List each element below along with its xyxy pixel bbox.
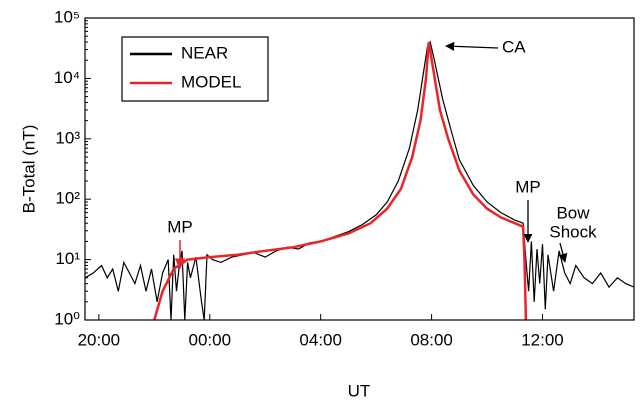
x-tick-label: 08:00 [410, 330, 453, 349]
x-tick-label: 00:00 [188, 330, 231, 349]
x-tick-label: 04:00 [299, 330, 342, 349]
annotation: Shock [549, 222, 597, 241]
x-axis-label: UT [348, 381, 371, 400]
data-line [153, 41, 528, 320]
data-line [85, 40, 634, 320]
legend-box [121, 36, 269, 102]
annotation: MP [515, 177, 541, 196]
y-axis-label: B-Total (nT) [19, 125, 38, 214]
annotation: Bow [556, 203, 590, 222]
legend-label: NEAR [181, 43, 228, 62]
y-tick-label: 10¹ [55, 249, 80, 268]
annotation: CA [502, 37, 526, 56]
plot-frame [84, 17, 635, 321]
y-tick-label: 10⁵ [54, 7, 80, 26]
x-tick-label: 12:00 [521, 330, 564, 349]
annotation-arrow [558, 242, 568, 263]
x-tick-label: 20:00 [78, 330, 121, 349]
y-tick-label: 10³ [55, 128, 80, 147]
y-tick-label: 10⁰ [54, 309, 80, 328]
legend: NEAR MODEL [121, 36, 269, 102]
legend-label: MODEL [181, 72, 241, 91]
y-tick-label: 10⁴ [54, 68, 80, 87]
annotation: MP [167, 217, 193, 236]
y-tick-label: 10² [55, 189, 80, 208]
annotation-arrow [445, 41, 499, 51]
